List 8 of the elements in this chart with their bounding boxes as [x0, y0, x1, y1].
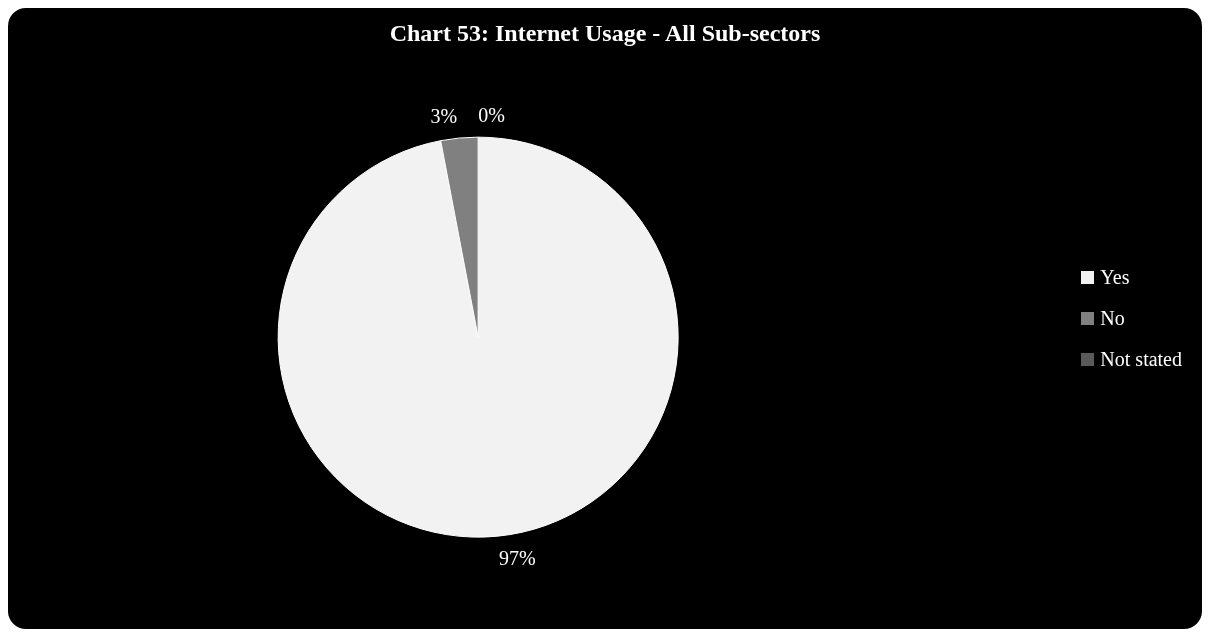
- data-label: 97%: [499, 547, 536, 570]
- pie-slice: [277, 136, 679, 538]
- legend-label: No: [1100, 307, 1125, 330]
- data-label: 3%: [430, 105, 458, 128]
- legend-label: Yes: [1100, 266, 1130, 289]
- legend-label: Not stated: [1100, 348, 1182, 371]
- chart-title: Chart 53: Internet Usage - All Sub-sectors: [388, 20, 822, 47]
- text: 0%: [478, 104, 505, 127]
